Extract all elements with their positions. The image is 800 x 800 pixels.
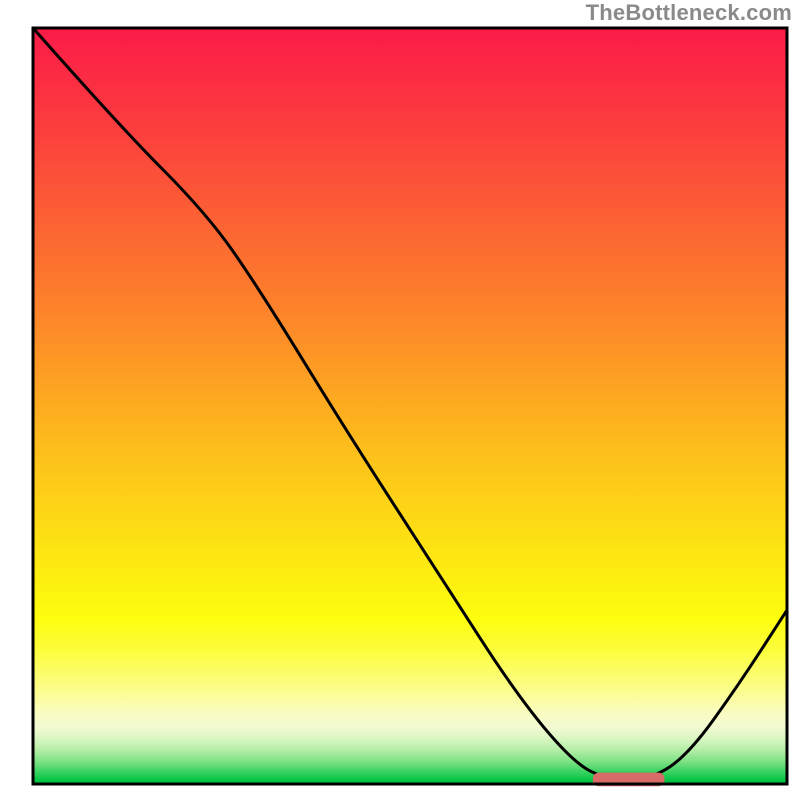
chart-container: { "attribution": { "text": "TheBottlenec… [0,0,800,800]
attribution-text: TheBottleneck.com [586,0,792,26]
bottleneck-chart [0,0,800,800]
gradient-background [33,28,787,784]
